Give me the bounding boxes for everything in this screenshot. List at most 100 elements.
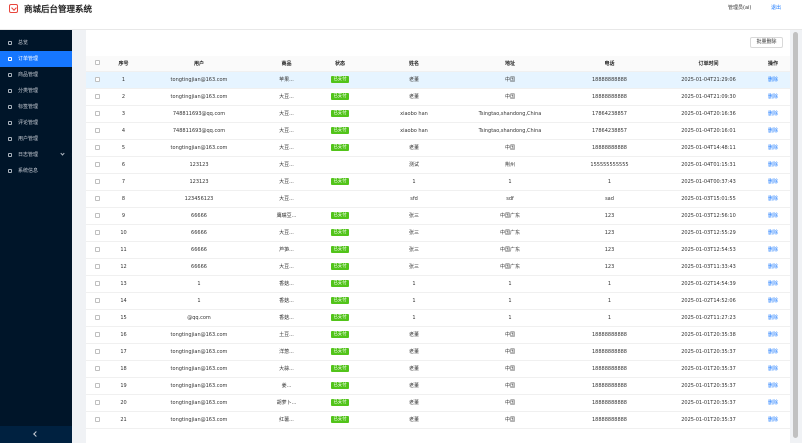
cell-select[interactable] <box>86 275 108 293</box>
sidebar-item-categories[interactable]: 分类管理 <box>0 83 72 99</box>
batch-delete-button[interactable]: 批量删除 <box>750 37 783 48</box>
delete-link[interactable]: 删除 <box>767 281 778 287</box>
delete-link[interactable]: 删除 <box>767 417 778 423</box>
select-all-checkbox[interactable] <box>94 60 100 66</box>
table-row[interactable]: 21 tongtingjian@163.com 红薯... 已支付 老董 中国 188888… <box>86 411 790 429</box>
row-checkbox[interactable] <box>94 382 100 388</box>
row-checkbox[interactable] <box>94 246 100 252</box>
row-checkbox[interactable] <box>94 297 100 303</box>
row-checkbox[interactable] <box>94 178 100 184</box>
logout-link[interactable]: 退出 <box>771 5 782 11</box>
delete-link[interactable]: 删除 <box>767 315 778 321</box>
table-row[interactable]: 1 tongtingjian@163.com 苹果... 已支付 老董 中国 1888888… <box>86 71 790 89</box>
row-checkbox[interactable] <box>94 127 100 133</box>
table-row[interactable]: 15 @qq.com 香菇... 已支付 1 1 1 2025-01-02T11:27:23 删… <box>86 309 790 327</box>
cell-select[interactable] <box>86 173 108 191</box>
cell-select[interactable] <box>86 258 108 276</box>
sidebar-item-users[interactable]: 用户管理 <box>0 131 72 147</box>
cell-select[interactable] <box>86 122 108 140</box>
delete-link[interactable]: 删除 <box>767 247 778 253</box>
table-row[interactable]: 14 1 香菇... 已支付 1 1 1 2025-01-02T14:52:06 删除 <box>86 292 790 310</box>
row-checkbox[interactable] <box>94 365 100 371</box>
cell-select[interactable] <box>86 377 108 395</box>
sidebar-item-system-info[interactable]: 系统信息 <box>0 163 72 179</box>
row-checkbox[interactable] <box>94 161 100 167</box>
cell-select[interactable] <box>86 326 108 344</box>
scrollbar-thumb[interactable] <box>793 32 798 438</box>
cell-select[interactable] <box>86 224 108 242</box>
cell-select[interactable] <box>86 241 108 259</box>
table-row[interactable]: 16 tongtingjian@163.com 土豆... 已支付 老董 中国 188888… <box>86 326 790 344</box>
header-select-all[interactable] <box>86 56 108 72</box>
delete-link[interactable]: 删除 <box>767 179 778 185</box>
delete-link[interactable]: 删除 <box>767 213 778 219</box>
delete-link[interactable]: 删除 <box>767 332 778 338</box>
cell-select[interactable] <box>86 139 108 157</box>
cell-select[interactable] <box>86 71 108 89</box>
cell-select[interactable] <box>86 360 108 378</box>
delete-link[interactable]: 删除 <box>767 383 778 389</box>
sidebar-item-products[interactable]: 商品管理 <box>0 67 72 83</box>
row-checkbox[interactable] <box>94 399 100 405</box>
row-checkbox[interactable] <box>94 314 100 320</box>
table-row[interactable]: 6 123123 大豆... 测试 荆州 155555555555 2025-01-04T0… <box>86 156 790 174</box>
row-checkbox[interactable] <box>94 195 100 201</box>
cell-select[interactable] <box>86 411 108 429</box>
delete-link[interactable]: 删除 <box>767 77 778 83</box>
table-row[interactable]: 3 748811693@qq.com 大豆... 已支付 xiaobo han Tsing… <box>86 105 790 123</box>
delete-link[interactable]: 删除 <box>767 145 778 151</box>
delete-link[interactable]: 删除 <box>767 400 778 406</box>
collapse-sidebar-button[interactable] <box>0 426 72 443</box>
delete-link[interactable]: 删除 <box>767 298 778 304</box>
cell-select[interactable] <box>86 207 108 225</box>
row-checkbox[interactable] <box>94 263 100 269</box>
delete-link[interactable]: 删除 <box>767 349 778 355</box>
row-checkbox[interactable] <box>94 76 100 82</box>
delete-link[interactable]: 删除 <box>767 128 778 134</box>
sidebar-item-orders[interactable]: 订单管理 <box>0 51 72 67</box>
table-row[interactable]: 5 tongtingjian@163.com 大豆... 已支付 老董 中国 1888888… <box>86 139 790 157</box>
row-checkbox[interactable] <box>94 416 100 422</box>
delete-link[interactable]: 删除 <box>767 111 778 117</box>
table-row[interactable]: 9 66666 鹰嘴豆... 已支付 张三 中国广东 123 2025-01-03T12:56… <box>86 207 790 225</box>
cell-select[interactable] <box>86 309 108 327</box>
table-row[interactable]: 7 123123 大豆... 已支付 1 1 1 2025-01-04T00:37:43 删除 <box>86 173 790 191</box>
delete-link[interactable]: 删除 <box>767 366 778 372</box>
table-row[interactable]: 20 tongtingjian@163.com 胡萝卜... 已支付 老董 中国 18888… <box>86 394 790 412</box>
table-row[interactable]: 8 123456123 大豆... sfd sdf sad 2025-01-03T15:01… <box>86 190 790 208</box>
row-checkbox[interactable] <box>94 331 100 337</box>
cell-select[interactable] <box>86 156 108 174</box>
cell-select[interactable] <box>86 292 108 310</box>
table-row[interactable]: 13 1 香菇... 已支付 1 1 1 2025-01-02T14:54:39 删除 <box>86 275 790 293</box>
cell-select[interactable] <box>86 88 108 106</box>
table-row[interactable]: 10 66666 大豆... 已支付 张三 中国广东 123 2025-01-03T12:55… <box>86 224 790 242</box>
row-checkbox[interactable] <box>94 144 100 150</box>
table-row[interactable]: 4 748811693@qq.com 大豆... 已支付 xiaobo han Tsing… <box>86 122 790 140</box>
table-row[interactable]: 17 tongtingjian@163.com 洋葱... 已支付 老董 中国 188888… <box>86 343 790 361</box>
row-checkbox[interactable] <box>94 229 100 235</box>
sidebar-item-comments[interactable]: 评论管理 <box>0 115 72 131</box>
row-checkbox[interactable] <box>94 280 100 286</box>
sidebar-item-logs[interactable]: 日志管理 <box>0 147 72 163</box>
delete-link[interactable]: 删除 <box>767 264 778 270</box>
row-checkbox[interactable] <box>94 110 100 116</box>
table-row[interactable]: 11 66666 芦笋... 已支付 张三 中国广东 123 2025-01-03T12:54… <box>86 241 790 259</box>
cell-select[interactable] <box>86 394 108 412</box>
delete-link[interactable]: 删除 <box>767 94 778 100</box>
cell-name: 1 <box>366 275 462 293</box>
delete-link[interactable]: 删除 <box>767 162 778 168</box>
cell-select[interactable] <box>86 190 108 208</box>
delete-link[interactable]: 删除 <box>767 196 778 202</box>
sidebar-item-overview[interactable]: 总览 <box>0 35 72 51</box>
row-checkbox[interactable] <box>94 93 100 99</box>
cell-select[interactable] <box>86 105 108 123</box>
row-checkbox[interactable] <box>94 348 100 354</box>
table-row[interactable]: 12 66666 大豆... 已支付 张三 中国广东 123 2025-01-03T11:33… <box>86 258 790 276</box>
table-row[interactable]: 19 tongtingjian@163.com 姜... 已支付 老董 中国 1888888… <box>86 377 790 395</box>
cell-select[interactable] <box>86 343 108 361</box>
table-row[interactable]: 18 tongtingjian@163.com 大蒜... 已支付 老董 中国 188888… <box>86 360 790 378</box>
row-checkbox[interactable] <box>94 212 100 218</box>
delete-link[interactable]: 删除 <box>767 230 778 236</box>
table-row[interactable]: 2 tongtingjian@163.com 大豆... 已支付 老董 中国 1888888… <box>86 88 790 106</box>
sidebar-item-tags[interactable]: 标签管理 <box>0 99 72 115</box>
